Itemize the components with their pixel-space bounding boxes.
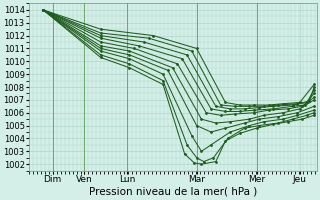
X-axis label: Pression niveau de la mer( hPa ): Pression niveau de la mer( hPa ) <box>89 187 257 197</box>
